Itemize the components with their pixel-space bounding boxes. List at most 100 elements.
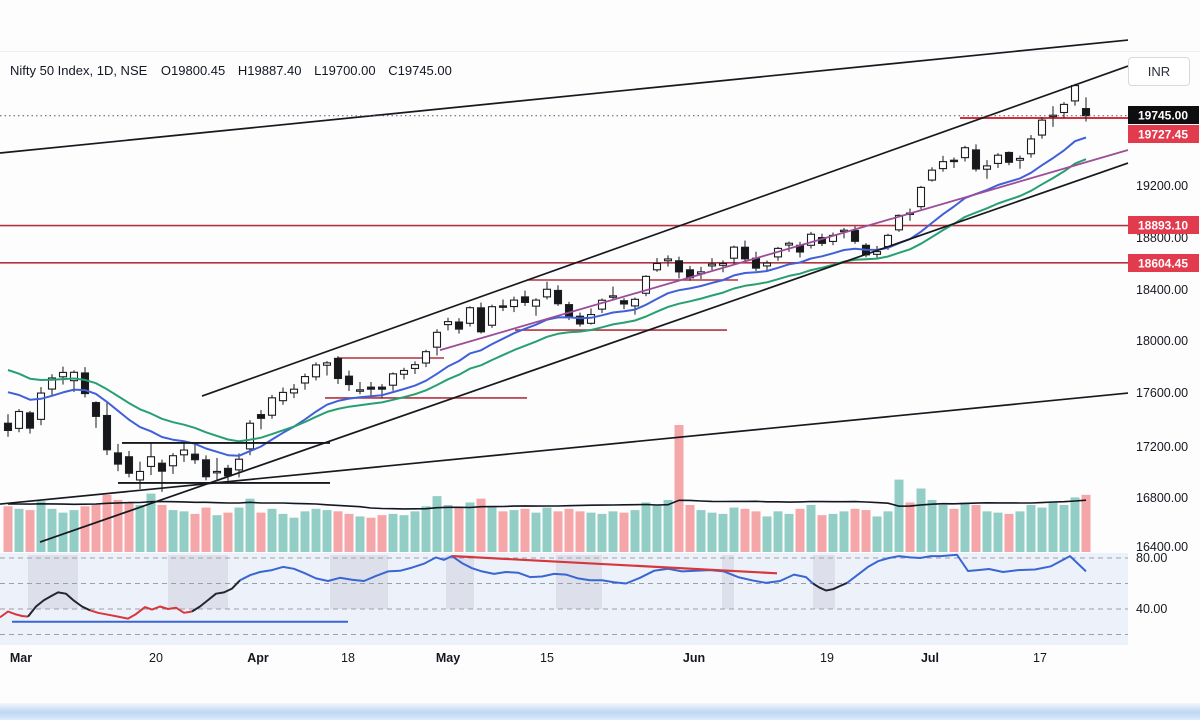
candle-down bbox=[190, 453, 200, 461]
volume-bar bbox=[1081, 494, 1091, 552]
volume-bar bbox=[377, 515, 387, 552]
purple-trendline[interactable] bbox=[439, 149, 1129, 351]
volume-bar bbox=[949, 508, 959, 552]
ohlc-high: H19887.40 bbox=[237, 63, 302, 78]
candle-up bbox=[1070, 85, 1080, 102]
volume-bar bbox=[894, 479, 904, 552]
candle-up bbox=[806, 233, 816, 246]
volume-bar bbox=[806, 505, 816, 552]
price-axis-tick[interactable]: 16800.00 bbox=[1136, 491, 1188, 505]
volume-ma-line bbox=[7, 499, 1087, 510]
volume-bar bbox=[696, 510, 706, 552]
candle-down bbox=[124, 456, 134, 474]
candle-down bbox=[223, 467, 233, 477]
candle-up bbox=[487, 306, 497, 326]
price-axis-tick[interactable]: 18800.00 bbox=[1136, 231, 1188, 245]
upper-steep-channel-trendline[interactable] bbox=[201, 65, 1129, 397]
volume-bar bbox=[564, 508, 574, 552]
volume-bar bbox=[1004, 513, 1014, 552]
volume-bar bbox=[366, 517, 376, 552]
candle-down bbox=[256, 414, 266, 419]
volume-bar bbox=[47, 508, 57, 552]
time-axis-label-18[interactable]: 18 bbox=[341, 651, 355, 665]
price-axis-tick[interactable]: 17600.00 bbox=[1136, 386, 1188, 400]
price-axis-badge[interactable] bbox=[1128, 125, 1199, 143]
rsi-line-segment-black bbox=[27, 591, 91, 618]
volume-bar bbox=[212, 515, 222, 552]
candle-down bbox=[1081, 108, 1091, 117]
volume-bar bbox=[773, 511, 783, 552]
price-axis-tick[interactable]: 17200.00 bbox=[1136, 440, 1188, 454]
price-axis-badge[interactable] bbox=[1128, 216, 1199, 234]
price-axis-badge-label[interactable]: 18893.10 bbox=[1138, 219, 1188, 233]
candle-down bbox=[740, 246, 750, 260]
volume-bar bbox=[113, 499, 123, 552]
candle-up bbox=[289, 388, 299, 394]
price-axis-badge[interactable] bbox=[1128, 254, 1199, 272]
candle-up bbox=[432, 331, 442, 348]
volume-bar bbox=[718, 513, 728, 552]
time-axis-label-15[interactable]: 15 bbox=[540, 651, 554, 665]
price-axis-badge-label[interactable]: 18604.45 bbox=[1138, 257, 1188, 271]
volume-bar bbox=[784, 513, 794, 552]
volume-bar bbox=[146, 493, 156, 552]
volume-bar bbox=[960, 502, 970, 552]
candle-up bbox=[146, 456, 156, 467]
candle-down bbox=[575, 315, 585, 325]
candle-up bbox=[14, 410, 24, 429]
rsi-axis-tick[interactable]: 40.00 bbox=[1136, 602, 1167, 616]
price-axis-badge-label[interactable]: 19745.00 bbox=[1138, 109, 1188, 123]
candle-up bbox=[652, 262, 662, 271]
time-axis-label-Apr[interactable]: Apr bbox=[247, 651, 269, 665]
price-axis-badge[interactable] bbox=[1128, 106, 1199, 124]
candle-down bbox=[102, 414, 112, 451]
rsi-axis-tick[interactable]: 80.00 bbox=[1136, 551, 1167, 565]
candle-up bbox=[872, 251, 882, 255]
time-axis-label-19[interactable]: 19 bbox=[820, 651, 834, 665]
candle-up bbox=[355, 389, 365, 392]
candle-up bbox=[135, 470, 145, 481]
volume-bar bbox=[729, 507, 739, 552]
volume-bar bbox=[927, 499, 937, 552]
candle-down bbox=[201, 459, 211, 478]
volume-bar bbox=[1059, 505, 1069, 552]
upper-shallow-channel-trendline[interactable] bbox=[0, 39, 1129, 154]
volume-bar bbox=[36, 501, 46, 552]
volume-bar bbox=[102, 494, 112, 552]
candle-up bbox=[784, 242, 794, 246]
price-axis-badge-label[interactable]: 19727.45 bbox=[1138, 128, 1188, 142]
volume-bar bbox=[179, 511, 189, 552]
price-axis-tick[interactable]: 18000.00 bbox=[1136, 334, 1188, 348]
volume-bar bbox=[982, 511, 992, 552]
price-axis-tick[interactable]: 18400.00 bbox=[1136, 283, 1188, 297]
time-axis-label-Jul[interactable]: Jul bbox=[921, 651, 939, 665]
time-axis-label-20[interactable]: 20 bbox=[149, 651, 163, 665]
volume-bar bbox=[1037, 507, 1047, 552]
time-axis-label-May[interactable]: May bbox=[436, 651, 460, 665]
volume-bar bbox=[300, 511, 310, 552]
rsi-red-trendline[interactable] bbox=[451, 554, 778, 575]
candle-up bbox=[443, 321, 453, 326]
price-axis-tick[interactable]: 19200.00 bbox=[1136, 179, 1188, 193]
price-axis-tick[interactable]: 16400.00 bbox=[1136, 540, 1188, 554]
time-axis-label-Jun[interactable]: Jun bbox=[683, 651, 705, 665]
rsi-highlight-band bbox=[722, 555, 734, 609]
volume-bar bbox=[256, 512, 266, 552]
volume-bar bbox=[25, 510, 35, 552]
volume-bar bbox=[443, 505, 453, 552]
candle-up bbox=[69, 371, 79, 382]
volume-bar bbox=[58, 512, 68, 552]
lower-steep-channel-trendline[interactable] bbox=[39, 162, 1129, 543]
chart-legend: Nifty 50 Index, 1D, NSE O19800.45 H19887… bbox=[10, 63, 461, 78]
currency-toggle-button[interactable]: INR bbox=[1128, 57, 1190, 86]
lower-shallow-channel-trendline[interactable] bbox=[0, 392, 1129, 505]
candle-up bbox=[300, 376, 310, 384]
symbol-title[interactable]: Nifty 50 Index, 1D, NSE bbox=[10, 63, 148, 78]
volume-bar bbox=[278, 513, 288, 552]
time-axis-label-Mar[interactable]: Mar bbox=[10, 651, 32, 665]
candle-down bbox=[520, 296, 530, 303]
time-axis-label-17[interactable]: 17 bbox=[1033, 651, 1047, 665]
volume-bar bbox=[388, 513, 398, 552]
